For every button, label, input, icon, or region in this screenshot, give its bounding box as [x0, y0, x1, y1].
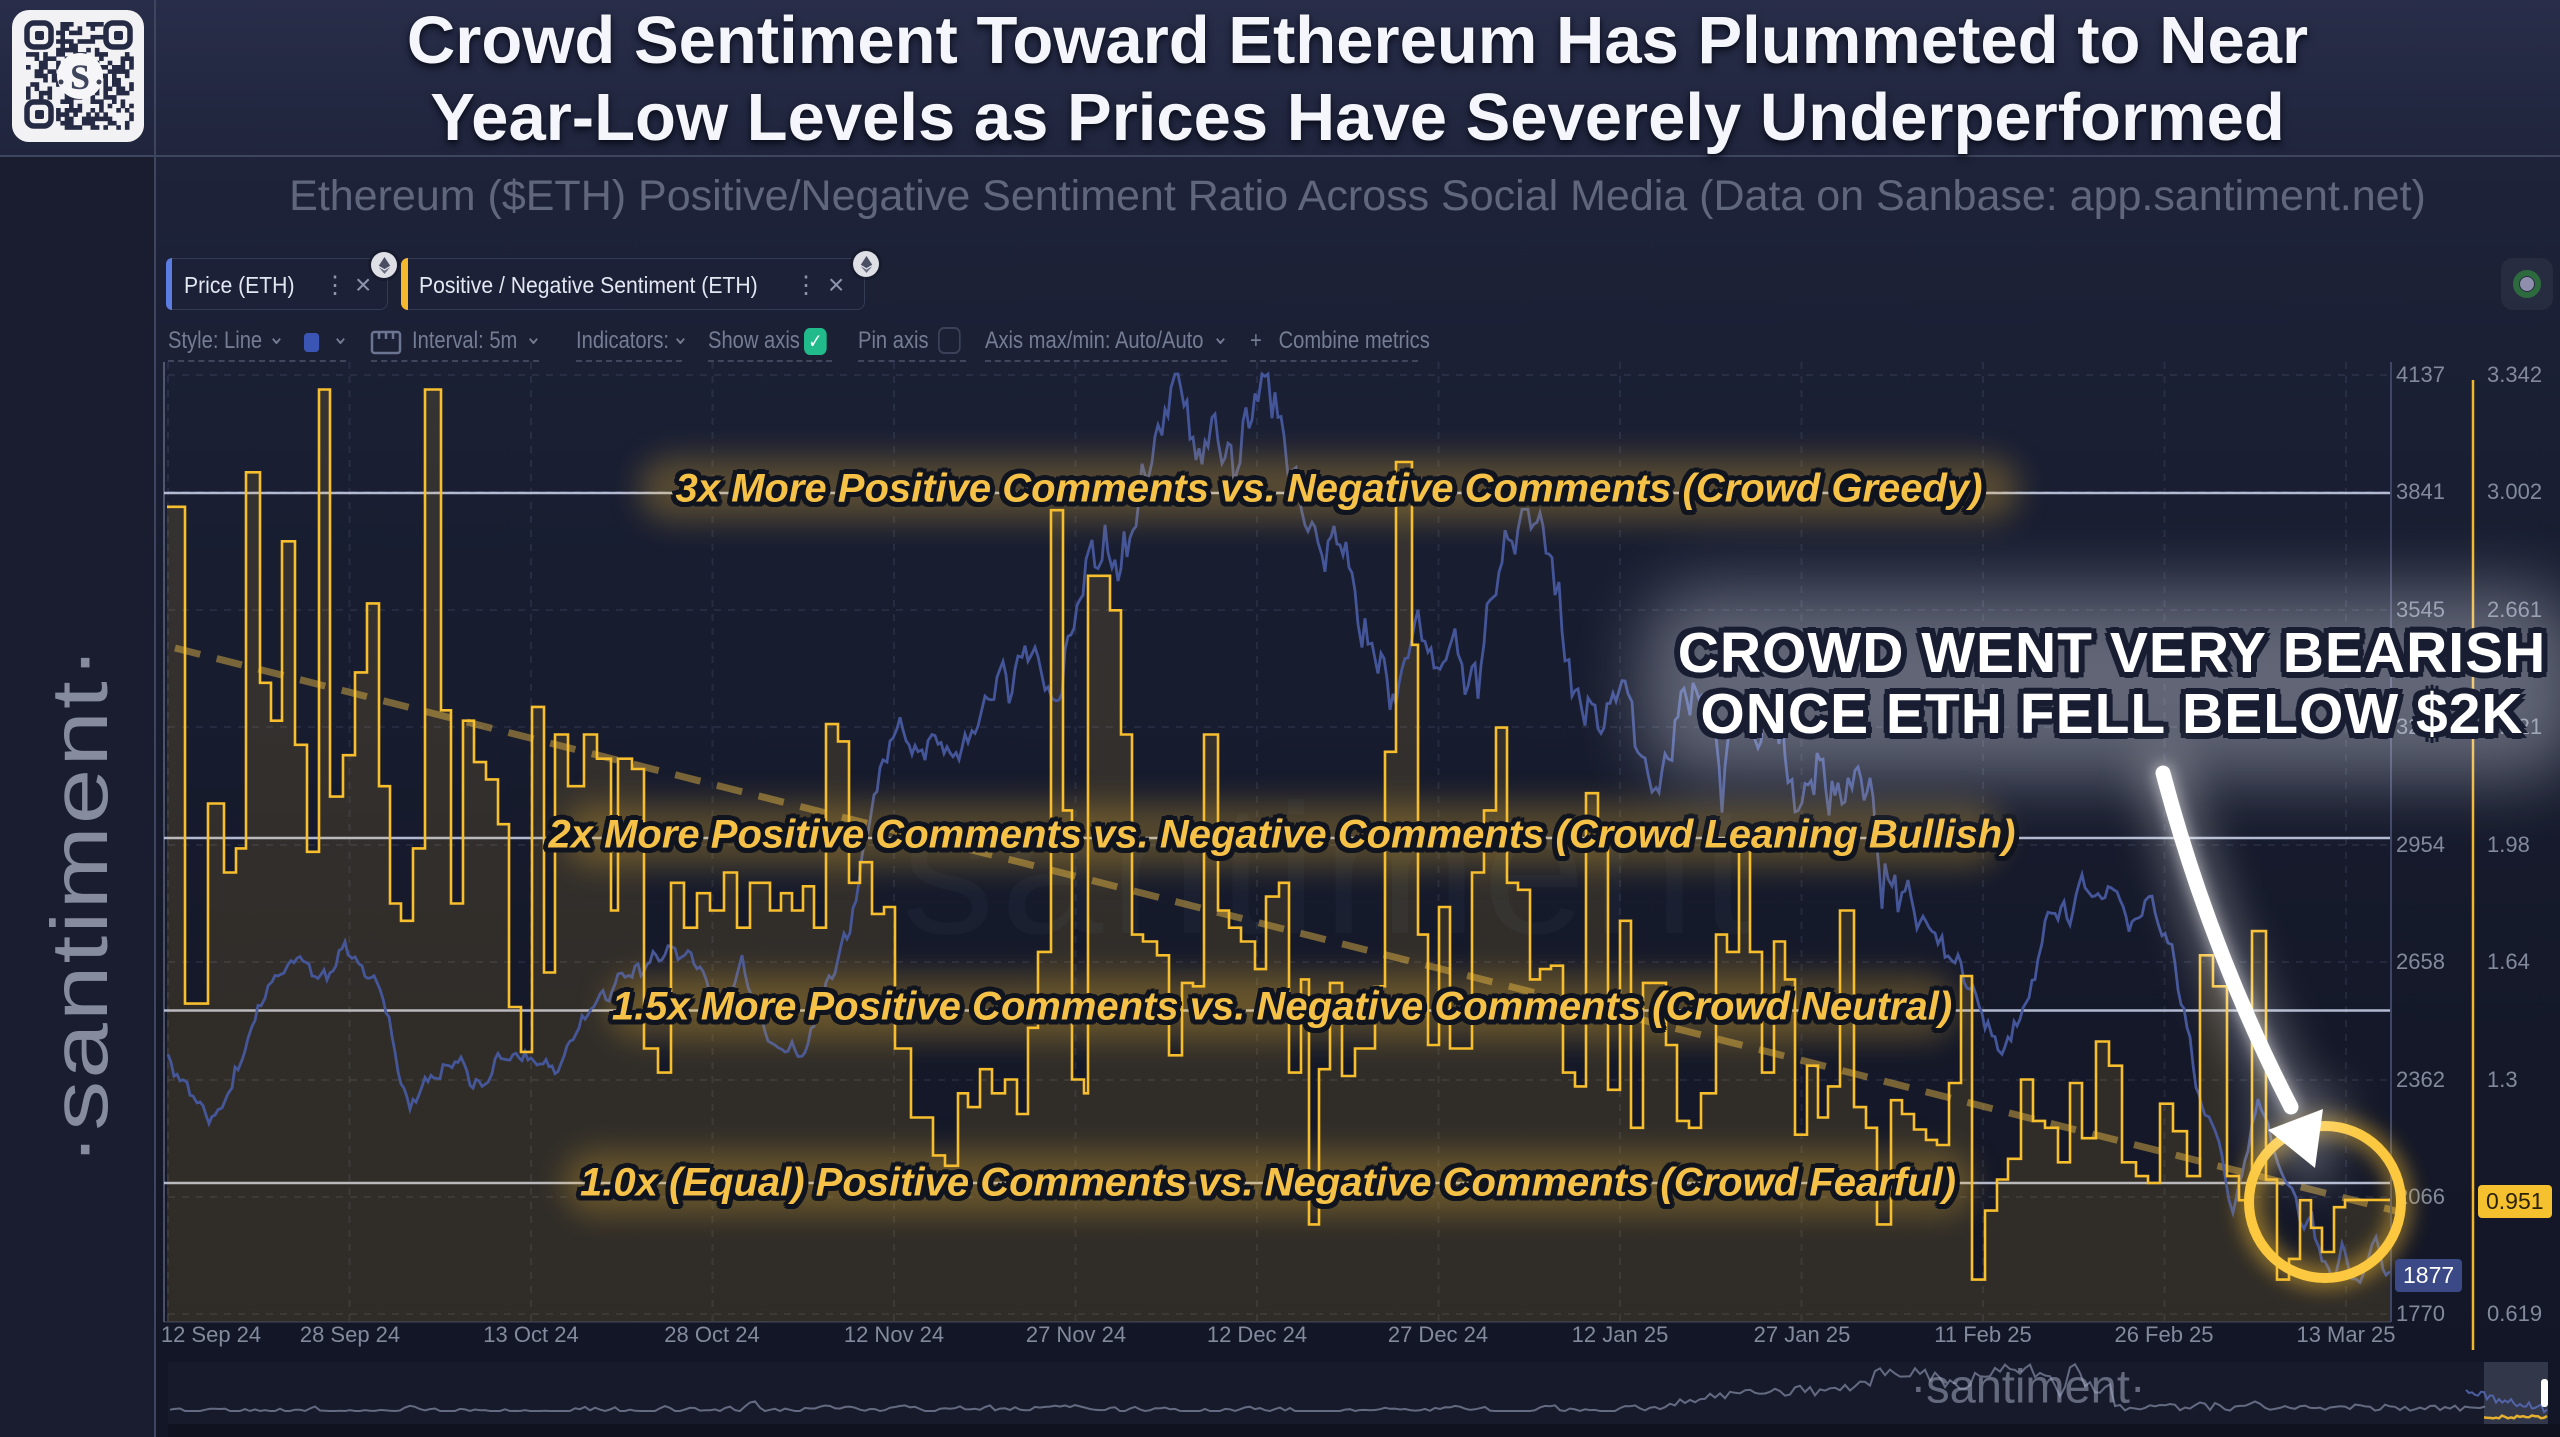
svg-text:S: S	[70, 57, 90, 97]
